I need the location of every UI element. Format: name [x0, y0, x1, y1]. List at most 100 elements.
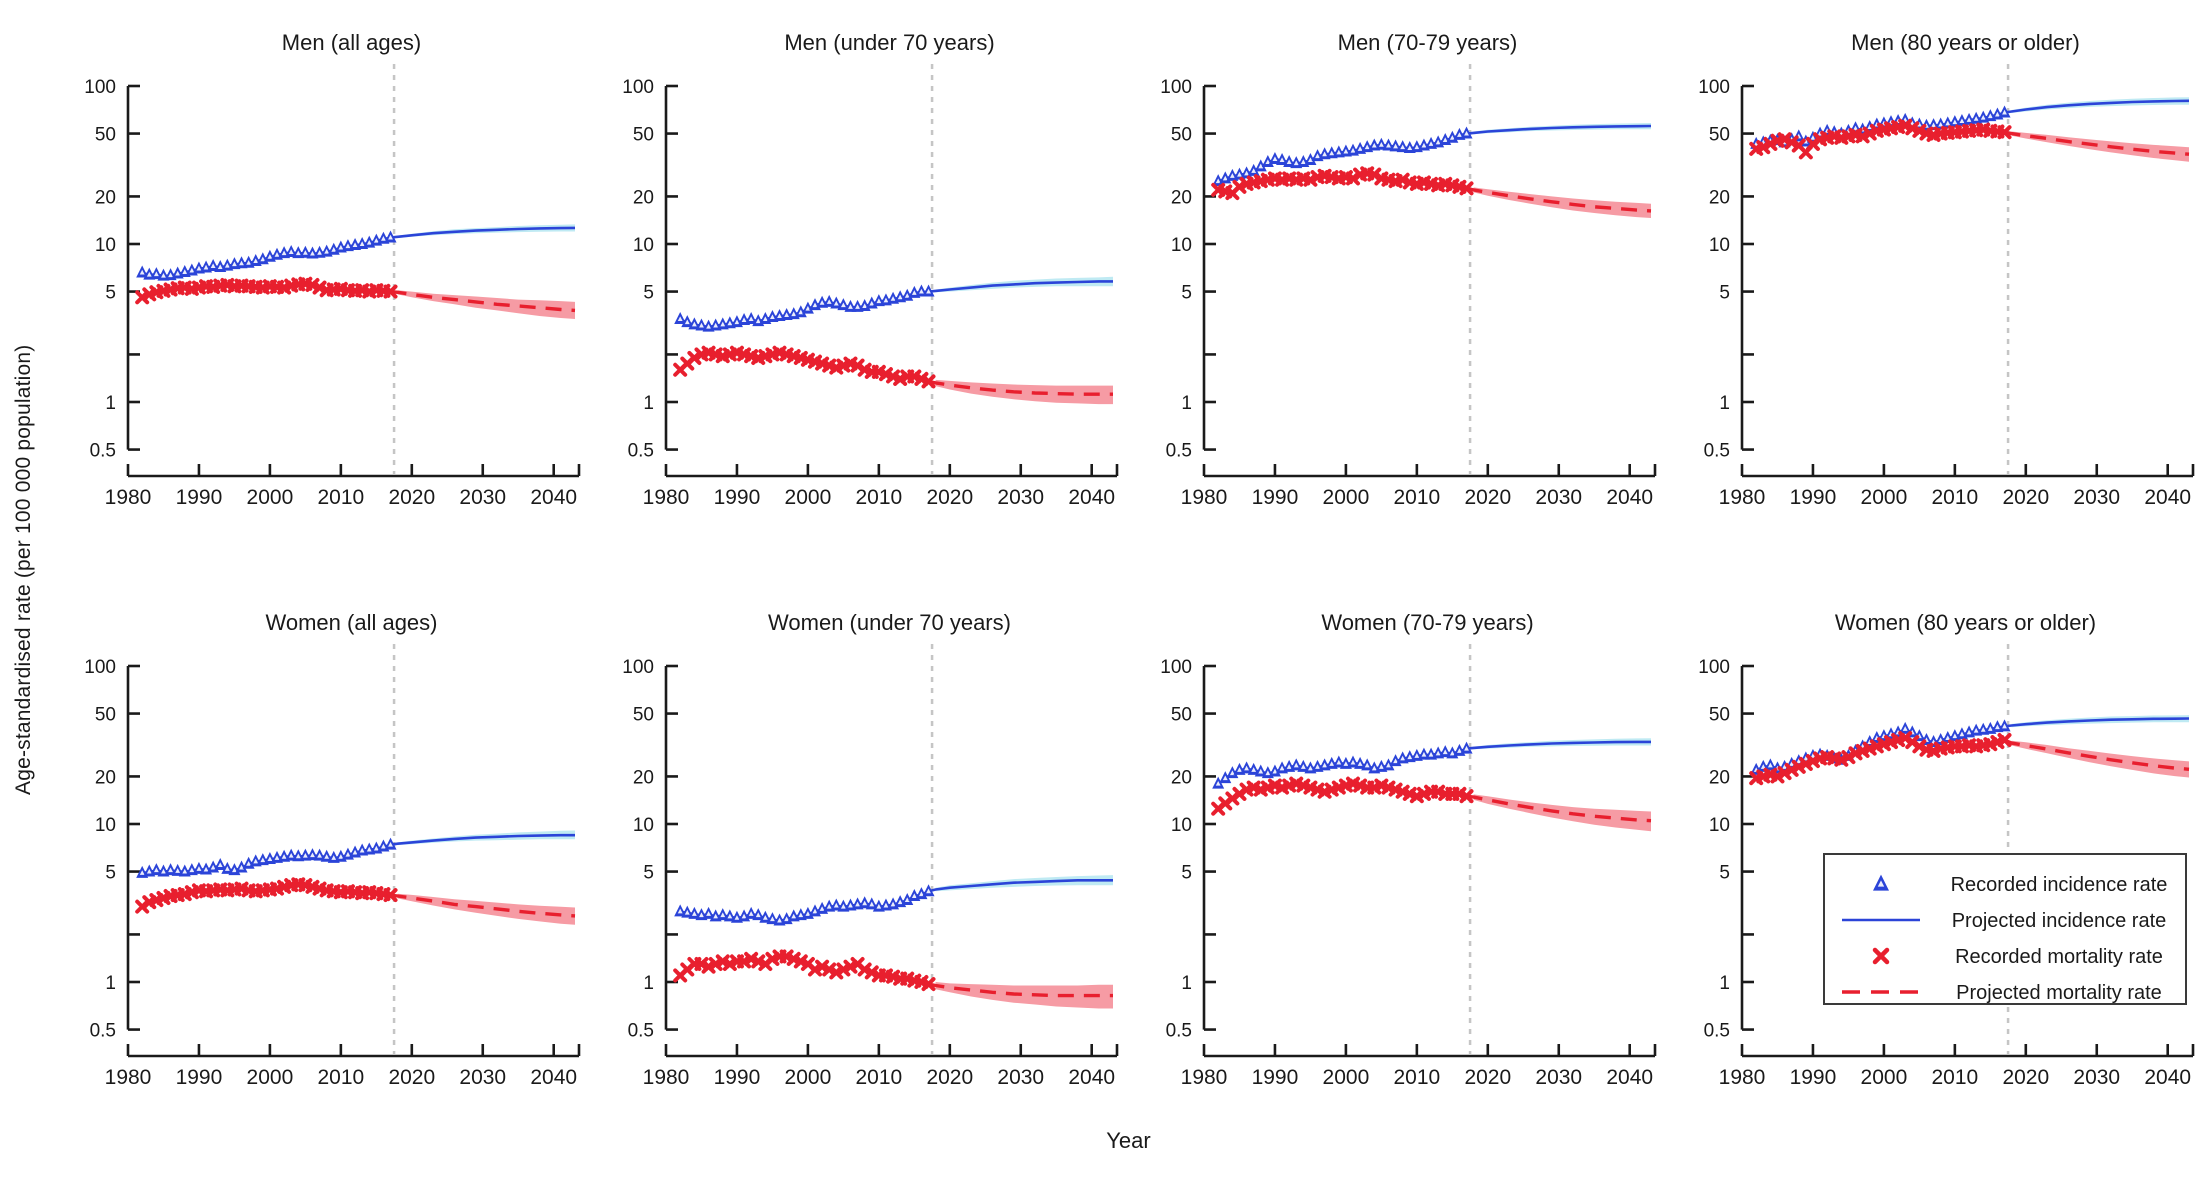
x-tick-label: 2040 — [1606, 486, 1653, 509]
x-tick-label: 2000 — [1861, 1066, 1908, 1089]
triangle-marker-inner — [246, 260, 252, 265]
triangle-marker-inner — [381, 236, 386, 241]
triangle-marker-inner — [1931, 122, 1936, 128]
x-axis: 1980 1990 2000 2010 2020 2030 2040 — [1181, 464, 1657, 509]
triangle-marker-inner — [182, 868, 188, 874]
triangle-marker-inner — [203, 264, 209, 270]
x-tick-label: 2020 — [926, 1066, 973, 1089]
triangle-marker-inner — [153, 867, 159, 873]
triangle-marker-inner — [331, 855, 337, 860]
triangle-marker-inner — [203, 866, 209, 872]
y-tick-label: 0.5 — [90, 441, 116, 462]
triangle-marker-inner — [1286, 159, 1292, 165]
triangle-marker-inner — [1877, 880, 1885, 887]
triangle-marker-inner — [1371, 142, 1377, 148]
legend-label: Recorded mortality rate — [1955, 946, 2163, 968]
triangle-marker-inner — [897, 899, 903, 905]
x-tick-label: 2030 — [2073, 1066, 2120, 1089]
triangle-marker-inner — [1810, 753, 1816, 758]
triangle-marker-inner — [1980, 727, 1986, 732]
triangle-marker-inner — [713, 322, 719, 328]
triangle-marker-inner — [1987, 113, 1993, 119]
cross-marker — [1459, 181, 1474, 196]
triangle-marker-inner — [1222, 175, 1228, 181]
cross-marker — [383, 888, 398, 903]
triangle-marker-inner — [139, 269, 145, 275]
x-axis: 1980 1990 2000 2010 2020 2030 2040 — [643, 1044, 1119, 1089]
triangle-marker-inner — [260, 256, 266, 262]
triangle-marker-inner — [833, 902, 839, 908]
triangle-marker-inner — [274, 855, 280, 860]
triangle-marker-inner — [317, 853, 322, 858]
y-tick-label: 100 — [1698, 657, 1730, 678]
triangle-marker-inner — [1435, 750, 1441, 756]
triangle-marker-inner — [848, 304, 853, 309]
y-axis: 100 50 20 10 5 1 0.5 — [84, 657, 140, 1042]
triangle-marker-inner — [295, 250, 301, 256]
x-tick-label: 2030 — [2073, 486, 2120, 509]
x-tick-label: 2040 — [1068, 1066, 1115, 1089]
panel-title: Women (under 70 years) — [768, 610, 1011, 635]
y-tick-label: 1 — [1719, 973, 1730, 994]
triangle-marker-inner — [1300, 159, 1306, 165]
triangle-marker-inner — [1378, 142, 1384, 147]
x-tick-label: 2040 — [2144, 1066, 2191, 1089]
triangle-marker-inner — [911, 290, 917, 295]
triangle-marker-inner — [1293, 160, 1299, 166]
y-axis: 100 50 20 10 5 1 0.5 — [1160, 657, 1216, 1042]
cross-marker — [1912, 739, 1927, 754]
triangle-marker-inner — [883, 902, 889, 908]
confidence-band — [2011, 131, 2189, 162]
triangle-marker-inner — [798, 309, 804, 315]
triangle-marker-inner — [182, 269, 188, 274]
triangle-marker-inner — [281, 854, 287, 859]
panel-chart-women-80-plus: Women (80 years or older)100502010510.51… — [1698, 610, 2195, 1089]
triangle-marker-inner — [1414, 753, 1420, 758]
triangle-marker-inner — [791, 311, 797, 317]
incidence-projected — [2004, 99, 2190, 114]
x-tick-label: 2020 — [388, 486, 435, 509]
legend-label: Projected incidence rate — [1952, 910, 2167, 932]
triangle-marker-inner — [862, 900, 868, 906]
triangle-marker-inner — [1237, 171, 1242, 177]
triangle-marker-inner — [1265, 159, 1271, 165]
triangle-marker-inner — [2002, 723, 2007, 729]
triangle-marker-inner — [295, 853, 301, 859]
triangle-marker-inner — [1400, 755, 1406, 761]
triangle-marker-inner — [146, 271, 152, 277]
triangle-marker-inner — [1343, 148, 1349, 154]
triangle-marker-inner — [911, 893, 917, 899]
triangle-marker-inner — [153, 271, 159, 277]
mortality-projected — [390, 289, 576, 313]
x-tick-label: 2000 — [1323, 486, 1370, 509]
confidence-band — [2011, 97, 2189, 113]
triangle-marker-inner — [805, 305, 811, 311]
triangle-marker-inner — [755, 912, 761, 918]
triangle-marker-inner — [2002, 109, 2007, 115]
triangle-marker-inner — [352, 849, 358, 855]
triangle-marker-inner — [699, 912, 704, 918]
triangle-marker-inner — [1421, 142, 1427, 148]
incidence-projected — [390, 226, 576, 239]
x-tick-label: 2000 — [785, 1066, 832, 1089]
legend-box — [1823, 853, 2187, 1005]
triangle-marker-inner — [381, 843, 386, 849]
y-tick-label: 1 — [1181, 973, 1192, 994]
triangle-marker-inner — [302, 853, 308, 858]
y-tick-label: 20 — [1171, 767, 1192, 788]
triangle-marker-inner — [1293, 762, 1299, 768]
triangle-marker-inner — [1803, 755, 1809, 761]
y-tick-label: 20 — [95, 767, 116, 788]
triangle-marker-inner — [253, 858, 259, 864]
x-tick-label: 1990 — [176, 1066, 223, 1089]
triangle-marker-inner — [1251, 168, 1257, 173]
triangle-marker-inner — [310, 852, 315, 858]
triangle-marker-inner — [848, 902, 853, 908]
triangle-marker-inner — [1938, 121, 1944, 127]
triangle-marker-inner — [338, 244, 344, 250]
triangle-marker-inner — [770, 314, 775, 320]
cross-marker — [1898, 731, 1913, 746]
cross-marker — [1997, 733, 2012, 748]
